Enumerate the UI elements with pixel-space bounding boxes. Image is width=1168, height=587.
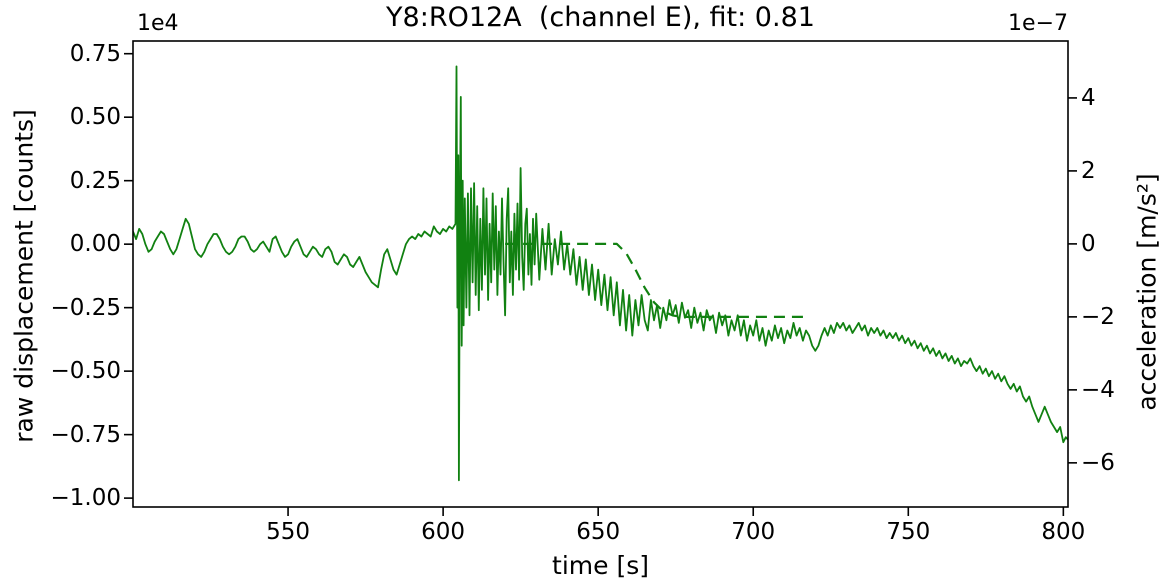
left-y-tick-label: −0.75 <box>50 421 121 448</box>
left-y-tick-label: 0.50 <box>69 104 121 131</box>
series-line-fit <box>505 242 806 318</box>
right-axis-offset-label: 1e−7 <box>1008 11 1068 36</box>
right-y-tick-label: 0 <box>1081 230 1096 257</box>
right-y-tick-label: −4 <box>1081 376 1115 403</box>
x-tick-label: 700 <box>731 519 776 545</box>
x-tick-label: 800 <box>1041 519 1086 545</box>
left-y-tick-label: 0.75 <box>69 40 121 67</box>
left-y-tick-label: −1.00 <box>50 485 121 512</box>
left-y-tick-label: 0.25 <box>69 167 121 194</box>
left-y-tick-label: −0.50 <box>50 358 121 385</box>
x-tick-label: 550 <box>266 519 310 545</box>
right-y-tick-label: −6 <box>1081 449 1115 476</box>
chart-title: Y8:RO12A (channel E), fit: 0.81 <box>386 2 815 33</box>
x-axis-label: time [s] <box>552 551 649 580</box>
x-tick-label: 750 <box>886 519 931 545</box>
right-y-tick-label: −2 <box>1081 303 1115 330</box>
right-y-tick-label: 2 <box>1081 157 1096 184</box>
series-line-raw-displacement <box>133 65 1068 482</box>
x-tick-label: 650 <box>576 519 621 545</box>
right-y-tick-label: 4 <box>1081 84 1096 111</box>
axes-box <box>132 40 1069 508</box>
left-y-tick-label: 0.00 <box>69 231 121 258</box>
left-y-tick-label: −0.25 <box>50 294 121 321</box>
x-tick-label: 600 <box>421 519 466 545</box>
left-axis-offset-label: 1e4 <box>137 11 179 36</box>
